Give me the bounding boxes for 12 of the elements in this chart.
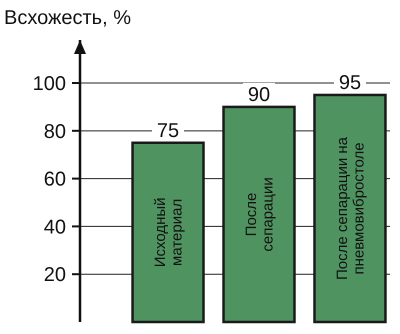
y-tick-label: 60: [44, 168, 66, 191]
y-tick-label: 40: [44, 216, 66, 238]
data-label: 90: [248, 84, 270, 106]
y-tick-label: 80: [44, 120, 66, 143]
y-axis-title: Всхожесть, %: [4, 7, 132, 29]
x-tick-label: После сепарации на пневмовибростоле: [334, 136, 368, 280]
data-label: 75: [156, 120, 180, 142]
x-tick-label: После сепарации: [243, 177, 276, 252]
x-tick-label: Исходный материал: [152, 197, 186, 268]
y-tick-label: 100: [32, 73, 66, 96]
y-tick-label: 20: [44, 264, 66, 286]
data-label: 95: [338, 72, 362, 94]
